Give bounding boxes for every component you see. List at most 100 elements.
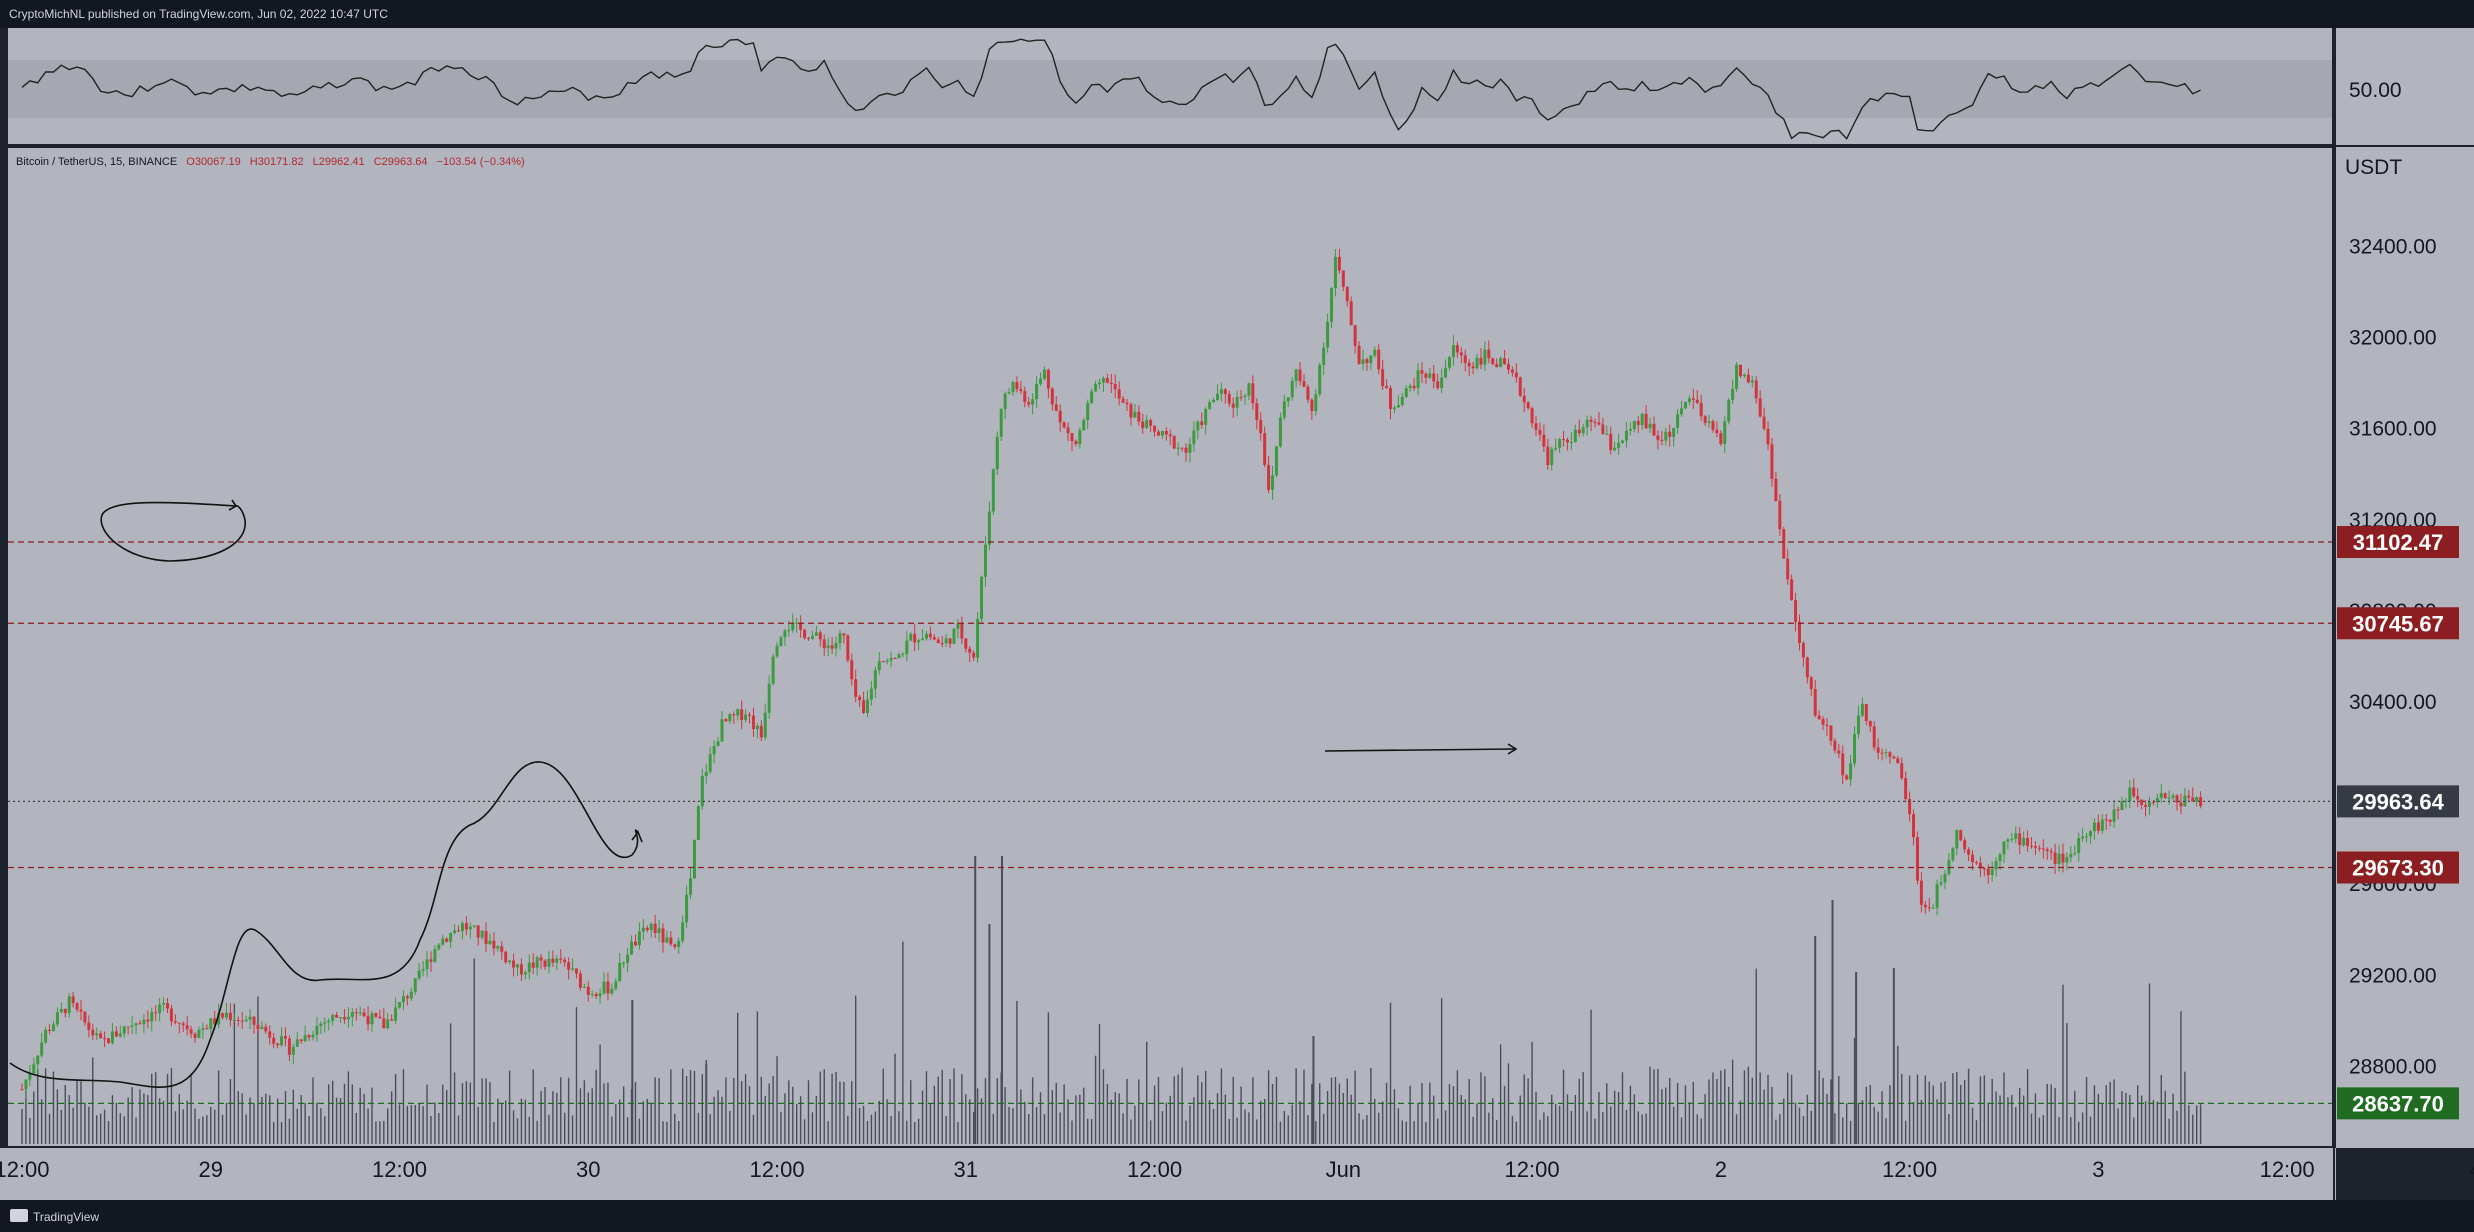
candle-body [767,683,771,713]
candle-body [504,951,508,963]
candle-body [1318,364,1322,395]
candle-body [897,654,901,659]
candle-body [999,409,1003,437]
candle-body [1330,288,1334,322]
candle-body [1156,431,1160,436]
candle-body [197,1029,201,1038]
candle-body [1392,407,1396,410]
candle-body [413,978,417,992]
candle-body [1361,359,1365,364]
candle-body [1974,862,1978,864]
candle-body [1888,752,1892,757]
candle-body [2104,819,2108,821]
candle-body [1495,363,1499,368]
candle-body [877,661,881,671]
candle-body [1825,724,1829,726]
symbol-info: Bitcoin / TetherUS, 15, BINANCE O30067.1… [16,156,525,168]
candle-body [354,1012,358,1014]
candle-body [264,1026,268,1032]
candle-body [751,715,755,729]
candle-body [1538,429,1542,435]
drawing-arrowhead [1507,743,1518,755]
candle-body [1982,868,1986,870]
ohlc-close: C29963.64 [374,156,428,168]
candle-body [700,776,704,807]
candle-body [2179,802,2183,807]
candle-body [1479,357,1483,365]
candle-body [1609,433,1613,451]
drawing-loop-arrowhead [228,499,238,511]
candle-body [555,958,559,963]
candle-body [445,938,449,942]
candle-body [476,925,480,938]
candle-body [1251,383,1255,404]
candle-body [1506,364,1510,370]
candle-body [319,1023,323,1027]
candle-body [1837,750,1841,754]
candle-body [2191,797,2195,802]
candle-body [983,544,987,577]
candle-body [1778,500,1782,530]
candle-body [1176,447,1180,449]
level-price-box [2337,526,2459,559]
price-tick-label: 32000.00 [2349,327,2437,350]
candle-body [1967,849,1971,855]
candle-body [574,968,578,974]
drawing-wave [9,761,639,1088]
candle-body [826,645,830,649]
candle-body [1742,374,1746,377]
candle-body [1349,301,1353,326]
candle-body [1986,868,1990,875]
candle-body [1011,382,1015,393]
candle-body [1904,778,1908,800]
candle-body [1774,478,1778,501]
candle-body [366,1016,370,1025]
candle-body [901,654,905,656]
candle-body [1546,446,1550,465]
price-tick-label: 30400.00 [2349,691,2437,714]
candle-body [457,930,461,932]
candle-body [417,970,421,979]
candle-body [492,940,496,949]
candle-body [1880,752,1884,754]
candle-body [1003,393,1007,410]
candle-body [1491,358,1495,364]
candle-body [1731,388,1735,400]
candle-body [1444,367,1448,378]
candle-body [850,660,854,680]
candle-body [299,1039,303,1042]
candle-body [1381,369,1385,387]
candle-body [441,938,445,945]
candle-body [362,1012,366,1017]
candle-body [889,657,893,661]
candle-body [1735,364,1739,389]
time-tick-label: 29 [199,1157,223,1182]
candle-body [276,1043,280,1046]
candle-body [1868,721,1872,727]
candle-body [1219,389,1223,394]
candle-body [771,656,775,684]
candle-body [166,1003,170,1009]
candle-body [99,1033,103,1039]
candle-body [1565,439,1569,443]
indicator-band [8,60,2332,118]
candle-body [2002,841,2006,855]
candle-body [1782,529,1786,559]
candle-body [881,661,885,663]
tradingview-logo[interactable]: TradingView [10,1209,99,1224]
candle-body [339,1017,343,1019]
candle-body [1727,399,1731,422]
candle-body [952,628,956,644]
candle-body [968,648,972,653]
candle-body [114,1031,118,1037]
candle-body [24,1079,28,1090]
candle-body [437,944,441,950]
candle-body [567,962,571,970]
candle-body [1137,411,1141,422]
candle-body [1377,349,1381,370]
candle-body [590,993,594,995]
candle-body [1322,347,1326,365]
candle-body [1971,854,1975,863]
candle-body [236,1019,240,1021]
